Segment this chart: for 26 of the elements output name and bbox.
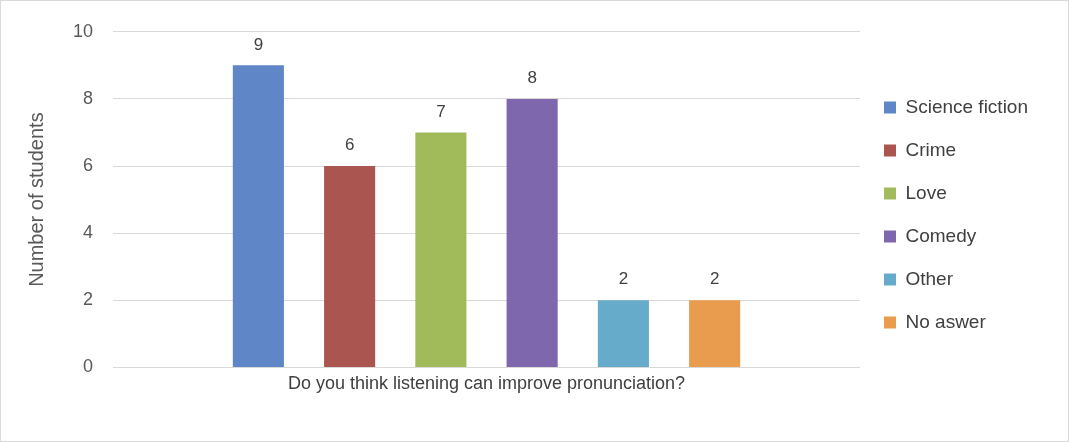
y-axis-title: Number of students [24,112,47,287]
y-tick-label: 2 [83,289,94,310]
data-label: 6 [344,135,355,155]
y-tick-label: 4 [83,222,94,243]
data-label: 2 [709,269,720,289]
legend-label: Love [905,181,947,203]
legend-label: Other [905,267,954,289]
legend-label: No aswer [905,310,987,332]
data-label: 7 [436,101,446,121]
y-tick-label: 0 [83,356,94,377]
x-tick-label: Do you think listening can improve pronunciation? [287,373,686,394]
legend-label: Comedy [905,224,977,246]
legend-label: Science fiction [905,95,1029,117]
bar [232,65,284,367]
bar [689,300,741,367]
legend-label: Crime [905,138,957,160]
y-tick-label: 8 [83,87,94,108]
y-tick-label: 6 [83,155,94,176]
data-label: 2 [618,269,629,289]
bar [324,166,376,367]
bar [597,300,649,367]
data-label: 9 [253,34,264,54]
bar [506,98,558,367]
bar [415,132,467,367]
data-label: 8 [527,68,537,88]
y-tick-label: 10 [72,20,94,41]
